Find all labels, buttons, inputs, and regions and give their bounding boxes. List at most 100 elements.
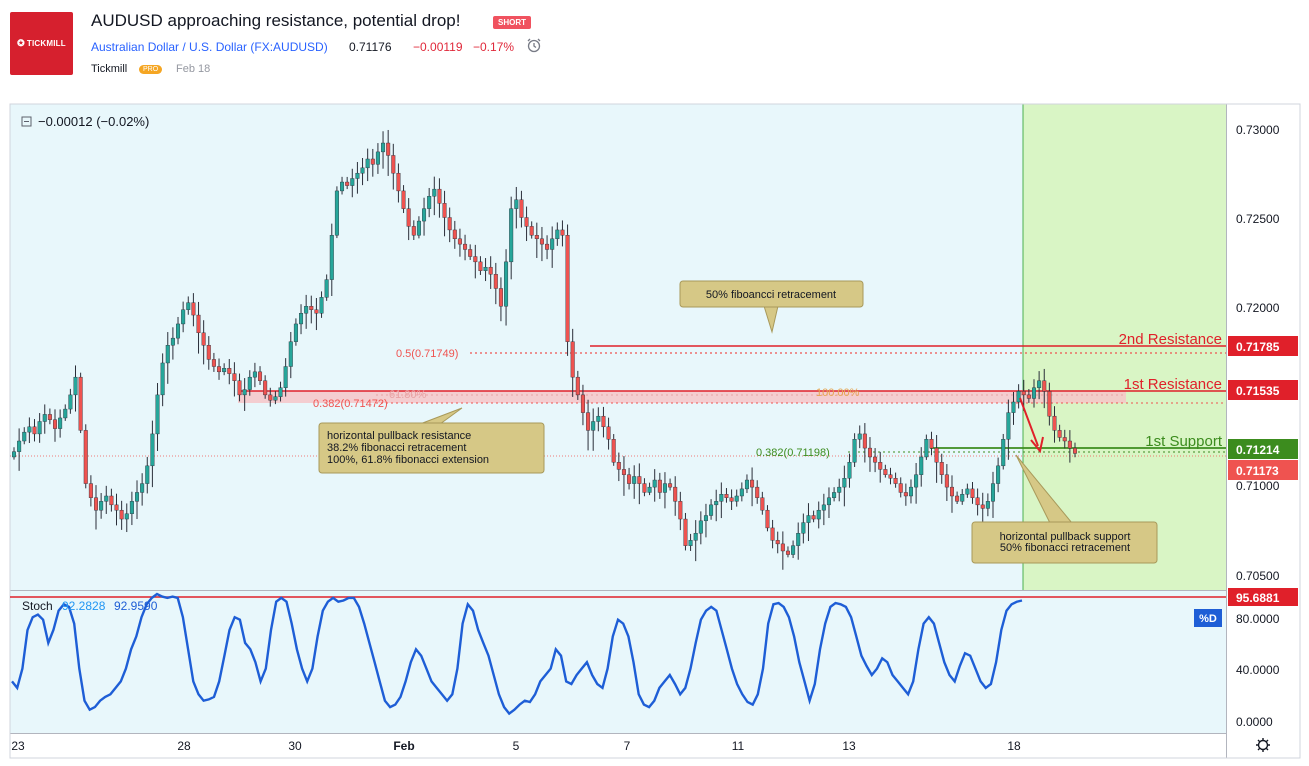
symbol-link[interactable]: Australian Dollar / U.S. Dollar (FX:AUDU…	[91, 40, 328, 54]
candle-body	[826, 497, 831, 506]
collapse-legend-icon[interactable]	[21, 116, 32, 127]
candle-body	[627, 474, 632, 484]
settings-gear-icon[interactable]	[1256, 738, 1270, 752]
candle-body	[550, 238, 555, 250]
candle-body	[1011, 401, 1016, 413]
candle-body	[340, 181, 345, 192]
candle-body	[258, 371, 263, 381]
drop-arrow	[1019, 397, 1039, 447]
y-tick-0: 0.73000	[1236, 123, 1280, 137]
y-tick-2: 0.72000	[1236, 301, 1280, 315]
candle-body	[150, 433, 155, 467]
candle-body	[765, 509, 770, 529]
candle-body	[965, 488, 970, 495]
author-name[interactable]: Tickmill	[91, 63, 128, 75]
candle-body	[1067, 440, 1072, 449]
candle-body	[985, 501, 990, 509]
candle-body	[755, 486, 760, 498]
candle-body	[591, 421, 596, 431]
candle-body	[1062, 437, 1067, 442]
short-badge: SHORT	[493, 16, 531, 29]
candle-body	[360, 167, 365, 174]
fib-0382-left-label: 0.382(0.71472)	[313, 398, 388, 410]
stoch-level-badge	[1228, 588, 1298, 606]
candle-body	[83, 430, 88, 484]
candle-body	[206, 345, 211, 360]
right-callout[interactable]: horizontal pullback support 50% fibonacc…	[971, 454, 1158, 564]
candle-body	[319, 297, 324, 314]
candle-body	[263, 380, 268, 396]
first-support-label: 1st Support	[1145, 433, 1223, 450]
candle-body	[970, 488, 975, 498]
candle-body	[919, 456, 924, 475]
fib50-callout[interactable]: 50% fiboancci retracement	[679, 280, 864, 334]
candle-body	[27, 426, 32, 433]
x-tick-3: Feb	[393, 739, 414, 753]
candle-body	[898, 483, 903, 493]
candle-body	[396, 172, 401, 192]
candle-body	[391, 155, 396, 174]
candle-body	[791, 545, 796, 555]
candle-body	[565, 235, 570, 342]
candle-body	[867, 447, 872, 458]
alarm-clock-icon[interactable]	[526, 37, 542, 53]
second-resistance-label: 2nd Resistance	[1119, 331, 1222, 348]
price-change: −0.00119	[413, 40, 463, 54]
candle-body	[1057, 430, 1062, 438]
candle-body	[237, 380, 242, 396]
candle-body	[32, 426, 37, 435]
candle-body	[529, 226, 534, 236]
left-callout[interactable]: horizontal pullback resistance 38.2% fib…	[318, 407, 545, 474]
candle-body	[211, 359, 216, 367]
candle-body	[452, 229, 457, 240]
candle-body	[893, 478, 898, 484]
candle-body	[975, 497, 980, 506]
candle-body	[176, 323, 181, 339]
candle-body	[1016, 391, 1021, 403]
candle-body	[283, 366, 288, 388]
candle-body	[427, 196, 432, 209]
candle-body	[309, 306, 314, 310]
candle-body	[304, 306, 309, 314]
candle-body	[934, 447, 939, 463]
candle-body	[929, 439, 934, 449]
candle-body	[468, 249, 473, 257]
candle-body	[232, 373, 237, 381]
candle-body	[837, 486, 842, 493]
candle-body	[775, 540, 780, 545]
candle-body	[878, 462, 883, 470]
candle-body	[140, 483, 145, 493]
candle-body	[714, 501, 719, 506]
stoch-level-value: 95.6881	[1236, 591, 1280, 605]
first-resistance-label: 1st Resistance	[1124, 376, 1222, 393]
tickmill-logo[interactable]: ✪ TICKMILL	[10, 12, 73, 75]
candle-body	[293, 323, 298, 342]
candle-body	[1047, 391, 1052, 417]
candle-body	[924, 439, 929, 458]
candle-body	[760, 497, 765, 511]
candle-body	[416, 220, 421, 236]
candle-body	[688, 540, 693, 546]
tickmill-mark-icon: ✪	[17, 38, 25, 48]
candle-body	[811, 515, 816, 520]
candle-body	[1042, 380, 1047, 392]
candle-body	[539, 238, 544, 245]
candle-body	[432, 188, 437, 197]
candle-body	[78, 376, 83, 431]
candle-body	[478, 261, 483, 271]
candle-body	[1001, 439, 1006, 467]
candle-body	[616, 462, 621, 470]
candle-body	[47, 414, 52, 420]
candle-body	[114, 504, 119, 511]
candle-body	[145, 465, 150, 484]
candle-body	[170, 337, 175, 346]
candle-body	[1006, 412, 1011, 440]
stoch-target-zone	[1023, 591, 1226, 733]
candle-body	[903, 492, 908, 497]
candle-body	[637, 476, 642, 484]
x-tick-6: 11	[732, 739, 745, 753]
candle-body	[442, 203, 447, 218]
x-tick-5: 7	[624, 739, 631, 753]
left-callout-line-1: horizontal pullback resistance	[327, 430, 471, 442]
